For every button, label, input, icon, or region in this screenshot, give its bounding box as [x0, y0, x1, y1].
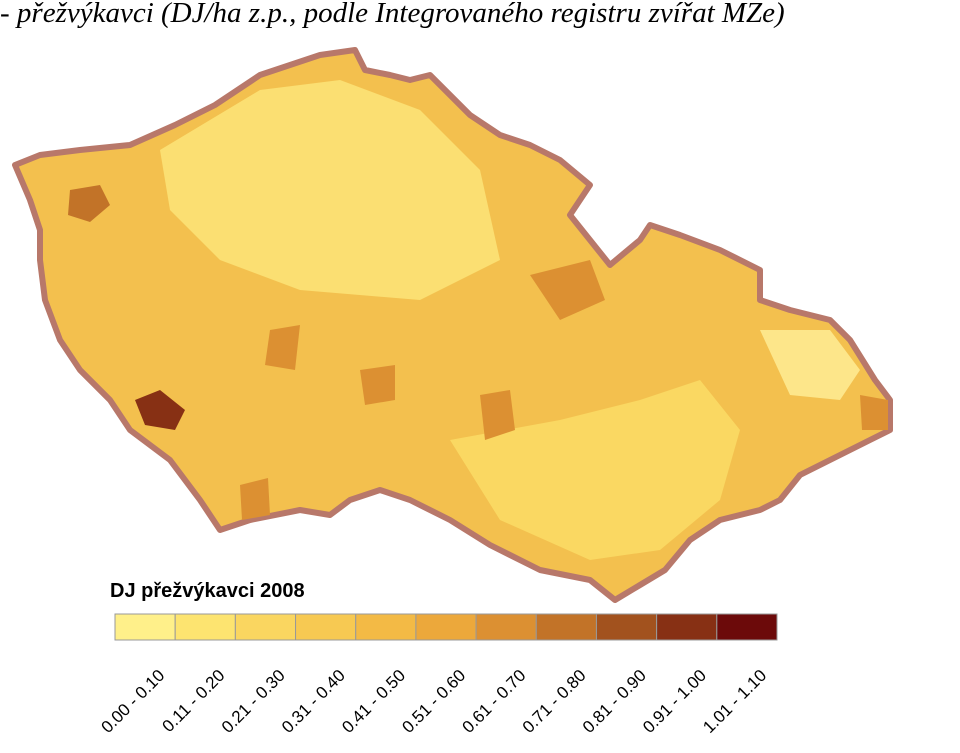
legend-swatch [656, 613, 718, 641]
legend-label: 0.41 - 0.50 [338, 666, 409, 737]
legend-swatch [415, 613, 477, 641]
legend-label: 0.31 - 0.40 [278, 666, 349, 737]
legend-label: 1.01 - 1.10 [699, 666, 770, 737]
legend-label: 0.71 - 0.80 [519, 666, 590, 737]
legend-swatch [114, 613, 176, 641]
title: - přežvýkavci (DJ/ha z.p., podle Integro… [0, 0, 785, 29]
legend-label: 0.91 - 1.00 [639, 666, 710, 737]
legend-swatch [535, 613, 597, 641]
legend-swatch [295, 613, 357, 641]
legend-label: 0.00 - 0.10 [97, 666, 168, 737]
legend-label: 0.21 - 0.30 [218, 666, 289, 737]
light-region [160, 80, 500, 300]
legend-swatch [475, 613, 537, 641]
legend-swatch [355, 613, 417, 641]
legend-label: 0.81 - 0.90 [579, 666, 650, 737]
country-outline [12, 47, 893, 603]
dark-region [530, 260, 605, 320]
legend-label: 0.51 - 0.60 [398, 666, 469, 737]
legend-swatch [174, 613, 236, 641]
dark-region [135, 390, 185, 430]
light-region [450, 380, 740, 560]
legend: 0.00 - 0.100.11 - 0.200.21 - 0.300.31 - … [97, 613, 778, 737]
light-region [760, 330, 860, 400]
dark-region [265, 325, 300, 370]
legend-label: 0.61 - 0.70 [459, 666, 530, 737]
dark-region [860, 395, 888, 430]
dark-region [360, 365, 395, 405]
legend-swatch [716, 613, 778, 641]
legend-swatch [595, 613, 658, 641]
legend-title: DJ přežvýkavci 2008 [110, 580, 305, 602]
legend-label: 0.11 - 0.20 [159, 666, 229, 736]
dark-region [480, 390, 515, 440]
dark-region [240, 478, 270, 520]
dark-region [68, 185, 110, 222]
legend-swatch [234, 613, 297, 641]
map [12, 47, 893, 603]
